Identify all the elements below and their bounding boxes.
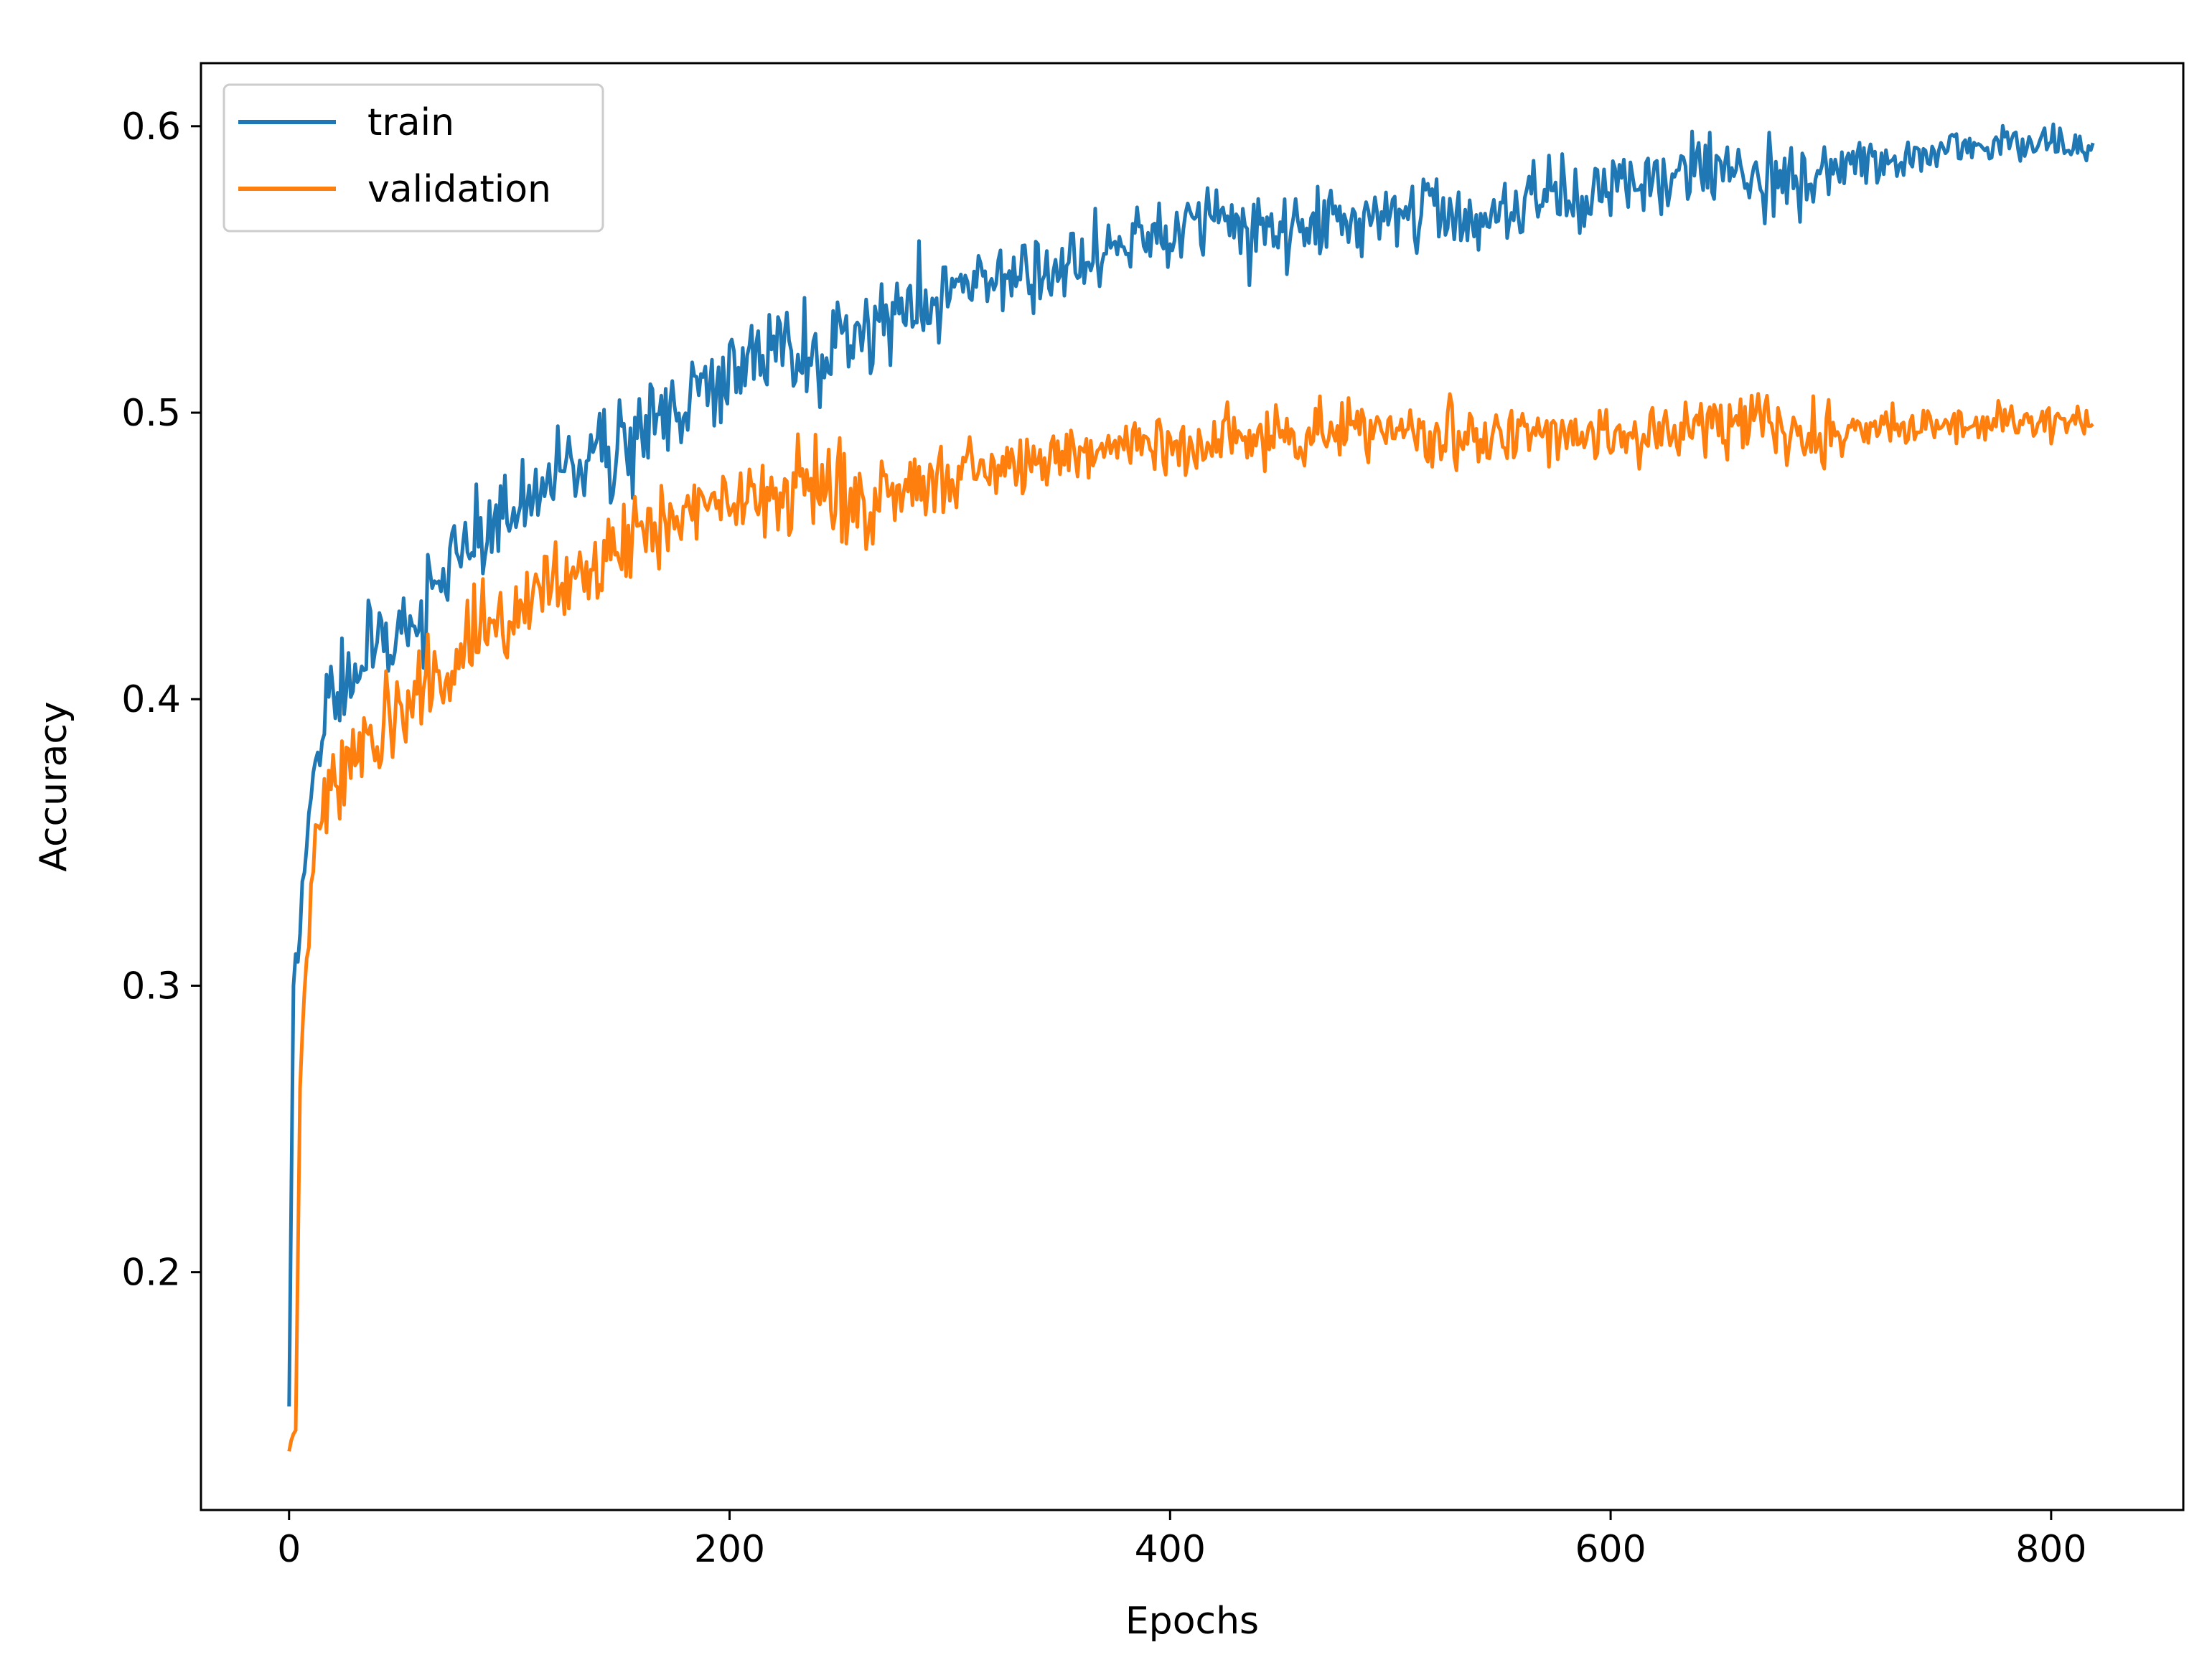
y-tick-label: 0.5: [121, 392, 181, 435]
x-axis: 0 200 400 600 800: [277, 1510, 2086, 1571]
series-line-train: [287, 122, 2095, 1407]
legend-label-validation: validation: [367, 168, 551, 211]
x-tick-label: 0: [277, 1528, 301, 1571]
legend: train validation: [222, 83, 604, 233]
y-axis-label: Accuracy: [32, 701, 75, 871]
y-tick-label: 0.2: [121, 1252, 181, 1295]
series-line-validation: [287, 392, 2094, 1452]
series-layer: [287, 122, 2095, 1452]
y-tick-label: 0.3: [121, 965, 181, 1008]
y-tick-label: 0.6: [121, 105, 181, 149]
x-axis-label: Epochs: [1125, 1600, 1259, 1643]
legend-label-train: train: [367, 101, 454, 144]
x-tick-label: 600: [1575, 1528, 1646, 1571]
x-tick-label: 400: [1135, 1528, 1206, 1571]
x-tick-label: 200: [694, 1528, 765, 1571]
y-tick-label: 0.4: [121, 678, 181, 721]
plot-frame: [200, 62, 2185, 1511]
y-axis: 0.2 0.3 0.4 0.5 0.6: [121, 105, 201, 1295]
x-tick-label: 800: [2015, 1528, 2086, 1571]
